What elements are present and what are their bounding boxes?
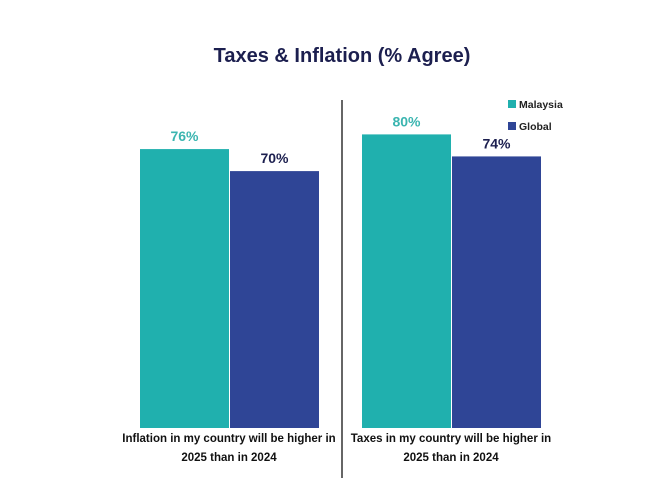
legend-label-global: Global bbox=[519, 121, 552, 133]
data-label: 74% bbox=[482, 135, 511, 151]
legend-label-malaysia: Malaysia bbox=[519, 99, 563, 111]
bar-global-0 bbox=[230, 171, 319, 428]
category-label: Taxes in my country will be higher in bbox=[351, 433, 551, 445]
legend-swatch-malaysia bbox=[508, 100, 516, 108]
legend-swatch-global bbox=[508, 122, 516, 130]
category-label: 2025 than in 2024 bbox=[403, 452, 499, 464]
bar-malaysia-0 bbox=[140, 149, 229, 428]
data-label: 70% bbox=[260, 150, 289, 166]
bar-global-1 bbox=[452, 156, 541, 429]
category-label: 2025 than in 2024 bbox=[181, 452, 277, 464]
bar-malaysia-1 bbox=[362, 134, 451, 428]
data-label: 80% bbox=[392, 113, 421, 129]
category-label: Inflation in my country will be higher i… bbox=[122, 433, 335, 445]
data-label: 76% bbox=[170, 128, 199, 144]
chart-title: Taxes & Inflation (% Agree) bbox=[214, 45, 471, 67]
